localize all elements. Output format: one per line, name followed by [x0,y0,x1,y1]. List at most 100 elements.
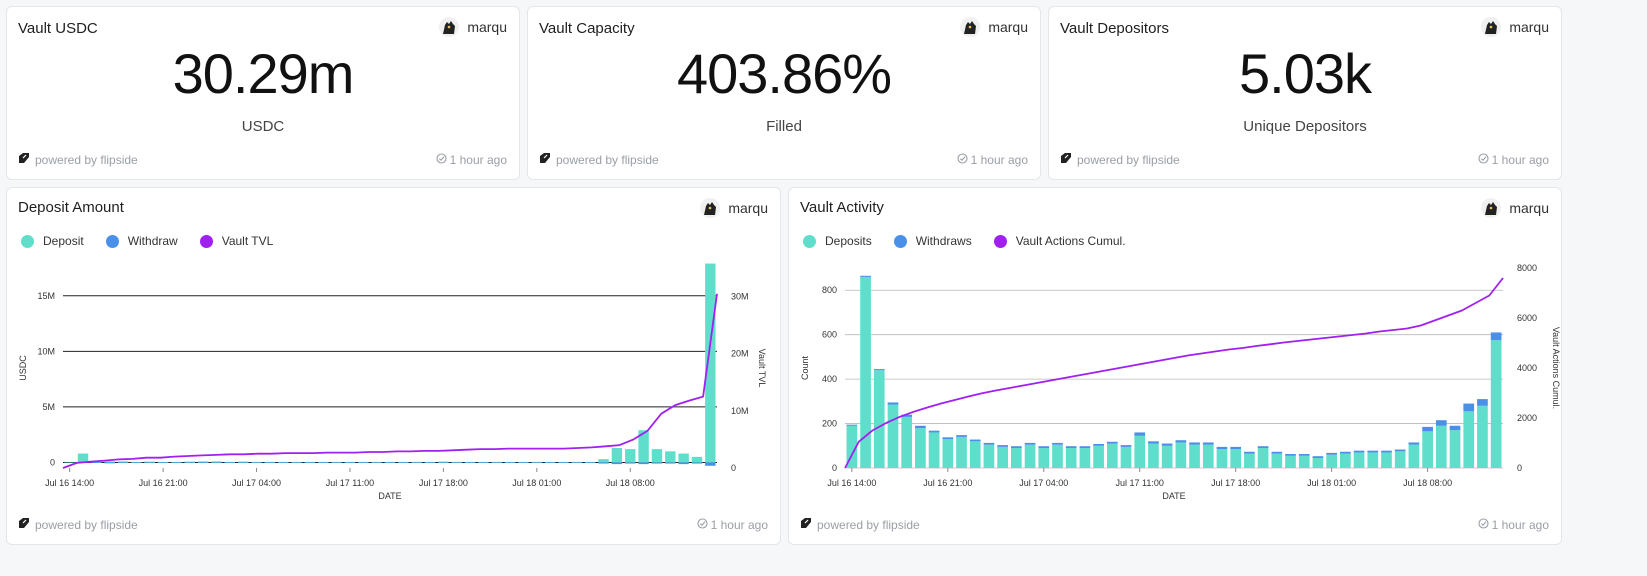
legend-dot-icon [893,234,907,248]
withdraw-bar [1477,399,1488,406]
withdraw-bar [928,430,940,433]
deposit-bar [1408,444,1420,468]
refresh-status[interactable]: 1 hour ago [1478,518,1549,532]
withdraw-bar [331,462,342,463]
powered-by-text: powered by flipside [817,517,920,532]
vault-tvl-line [62,293,718,469]
y2-tick-label: 20M [731,349,749,359]
withdraw-bar [211,462,222,463]
withdraw-bar [1490,332,1502,341]
deposit-bar [638,430,649,463]
withdraw-bar [1216,446,1228,450]
y-axis-title: Count [800,356,810,381]
legend-label: Withdraws [915,234,972,248]
powered-by-link[interactable]: powered by flipside [800,517,920,532]
deposit-bar [117,461,129,463]
withdraw-bar [691,462,703,464]
powered-by-text: powered by flipside [35,517,138,532]
powered-by-link[interactable]: powered by flipside [1060,152,1180,167]
withdraw-bar [77,462,89,463]
author-link[interactable]: marqu [700,198,768,218]
legend-item-vault-actions-cumul[interactable]: Vault Actions Cumul. [993,234,1126,248]
x-tick-label: Jul 17 04:00 [1019,478,1068,488]
withdraw-bar [544,462,556,463]
card-title: Vault Capacity [539,20,635,37]
author-name: marqu [728,200,768,216]
withdraw-bar [104,462,115,464]
deposit-bar [1435,425,1447,468]
withdraw-bar [1353,450,1365,453]
kpi-card-vault-capacity: Vault Capacity marqu 403.86% Filled powe… [527,6,1041,180]
deposit-bar [1271,453,1283,468]
author-link[interactable]: marqu [1481,17,1549,37]
powered-by-text: powered by flipside [556,152,659,167]
deposit-bar [64,461,75,463]
deposit-bar [1093,445,1104,468]
author-link[interactable]: marqu [960,17,1028,37]
powered-by-link[interactable]: powered by flipside [539,152,659,167]
deposit-bar [171,461,182,463]
withdraw-bar [651,462,663,464]
withdraw-bar [638,462,649,465]
withdraw-bar [1244,451,1255,454]
deposit-bar [358,461,369,463]
deposit-bar [915,428,926,468]
deposit-bar [1065,448,1077,468]
x-tick-label: Jul 16 14:00 [45,478,94,488]
withdraw-bar [1161,443,1173,446]
refresh-check-icon [1478,518,1489,532]
card-title: Vault Activity [800,199,884,216]
deposit-bar [1381,452,1392,468]
deposit-bar [278,461,289,463]
withdraw-bar [1257,446,1269,448]
refresh-status[interactable]: 1 hour ago [1478,153,1549,167]
refresh-status[interactable]: 1 hour ago [697,518,768,532]
deposit-bar [598,459,609,463]
withdraw-bar [1106,441,1118,444]
deposit-bar [665,451,676,463]
legend-dot-icon [105,234,119,248]
kpi-card-vault-depositors: Vault Depositors marqu 5.03k Unique Depo… [1048,6,1562,180]
deposit-bar [1120,446,1132,468]
withdraw-bar [1175,440,1187,443]
powered-by-link[interactable]: powered by flipside [18,152,138,167]
legend-item-vault-tvl[interactable]: Vault TVL [199,234,273,248]
deposit-bar [611,448,623,463]
y2-tick-label: 4000 [1517,363,1537,373]
withdraw-bar [1189,442,1200,445]
author-link[interactable]: marqu [439,17,507,37]
withdraw-bar [915,425,926,428]
powered-by-link[interactable]: powered by flipside [18,517,138,532]
deposit-bar [571,461,583,463]
withdraw-bar [584,462,596,463]
y2-tick-label: 0 [731,463,736,473]
x-tick-label: Jul 17 11:00 [326,478,374,488]
legend-label: Deposit [43,234,84,248]
deposit-bar [331,461,342,463]
author-link[interactable]: marqu [1481,198,1549,218]
legend-item-deposit[interactable]: Deposit [21,234,84,248]
withdraw-bar [344,462,356,463]
card-title: Deposit Amount [18,199,124,216]
refresh-status[interactable]: 1 hour ago [957,153,1028,167]
refresh-status[interactable]: 1 hour ago [436,153,507,167]
deposit-bar [651,449,663,463]
deposit-bar [224,461,236,463]
y2-axis-title: Vault Actions Cumul. [1551,327,1561,409]
legend-item-deposits[interactable]: Deposits [803,234,872,248]
deposit-bar [424,461,436,463]
withdraw-bar [969,439,981,442]
withdraw-bar [371,462,382,463]
legend-item-withdraws[interactable]: Withdraws [893,234,972,248]
deposit-bar [1394,451,1406,468]
y-tick-label: 400 [822,374,837,384]
withdraw-bar [278,462,289,463]
deposit-bar [544,461,556,463]
withdraw-bar [1093,444,1104,446]
legend-item-withdraw[interactable]: Withdraw [105,234,178,248]
x-tick-label: Jul 16 21:00 [923,478,972,488]
withdraw-bar [398,462,409,463]
withdraw-bar [1024,442,1036,445]
deposit-bar [451,461,462,463]
x-tick-label: Jul 16 14:00 [827,478,876,488]
